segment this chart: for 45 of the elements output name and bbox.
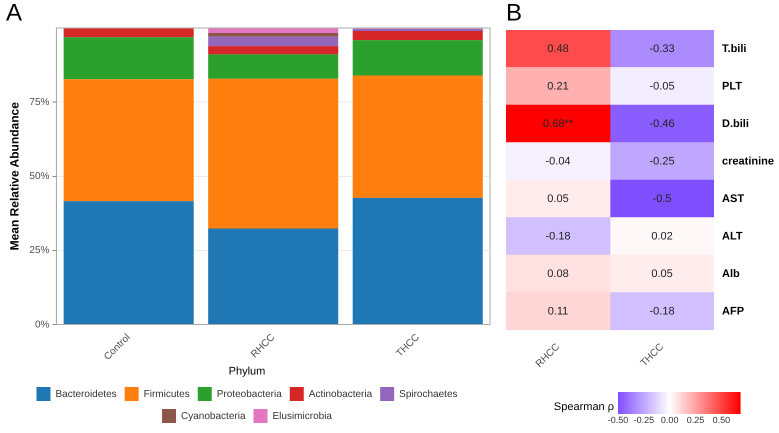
data-label: 0.05: [651, 268, 673, 280]
data-label: -0.25: [649, 155, 675, 168]
data-label: 0.05: [547, 192, 569, 205]
data-label: -0.05: [649, 80, 675, 92]
data-label: 0.08: [547, 268, 569, 280]
color-bar-label: 0.50: [712, 414, 730, 425]
data-label: 0.48: [547, 42, 569, 55]
legend-label: Spirochaetes: [399, 388, 458, 400]
chart-title: B: [506, 0, 522, 27]
legend-label: Firmicutes: [144, 388, 190, 400]
color-bar-label: 0.00: [660, 414, 678, 425]
data-label: -0.04: [545, 155, 571, 168]
color-bar-label: -0.50: [608, 414, 628, 425]
color-bar-title: Spearman ρ: [554, 401, 614, 414]
data-label: -0.18: [649, 305, 675, 318]
y-tick-label: 25%: [29, 245, 50, 256]
y-tick-label: AFP: [722, 305, 744, 318]
y-tick-label: PLT: [722, 80, 742, 92]
color-bar-label: 0.25: [686, 414, 704, 425]
legend-label: Proteobacteria: [216, 388, 282, 400]
chart-title: A: [6, 0, 22, 27]
legend-label: Actinobacteria: [308, 388, 373, 400]
y-tick-label: creatinine: [722, 155, 774, 168]
y-tick-label: D.bili: [722, 118, 749, 130]
y-tick-label: 50%: [29, 171, 50, 182]
data-label: 0.68**: [543, 118, 574, 130]
y-tick-label: AST: [722, 192, 744, 205]
legend-label: Bacteroidetes: [55, 388, 117, 400]
data-label: -0.5: [652, 192, 672, 205]
y-axis-title: Mean Relative Abundance: [8, 102, 22, 250]
data-label: 0.02: [651, 230, 673, 242]
data-label: 0.21: [547, 80, 569, 92]
data-label: -0.33: [649, 42, 675, 55]
data-label: 0.11: [548, 305, 568, 318]
legend-label: Cyanobacteria: [181, 410, 246, 422]
data-label: -0.18: [545, 230, 571, 242]
y-tick-label: 0%: [34, 319, 50, 330]
y-tick-label: 75%: [29, 96, 50, 108]
color-bar-label: -0.25: [634, 414, 654, 425]
data-label: -0.46: [649, 118, 675, 130]
legend-title: Phylum: [228, 365, 266, 378]
y-tick-label: T.bili: [722, 42, 746, 55]
y-tick-label: ALT: [722, 230, 743, 242]
legend-label: Elusimicrobia: [272, 410, 332, 422]
y-tick-label: Alb: [722, 268, 740, 280]
